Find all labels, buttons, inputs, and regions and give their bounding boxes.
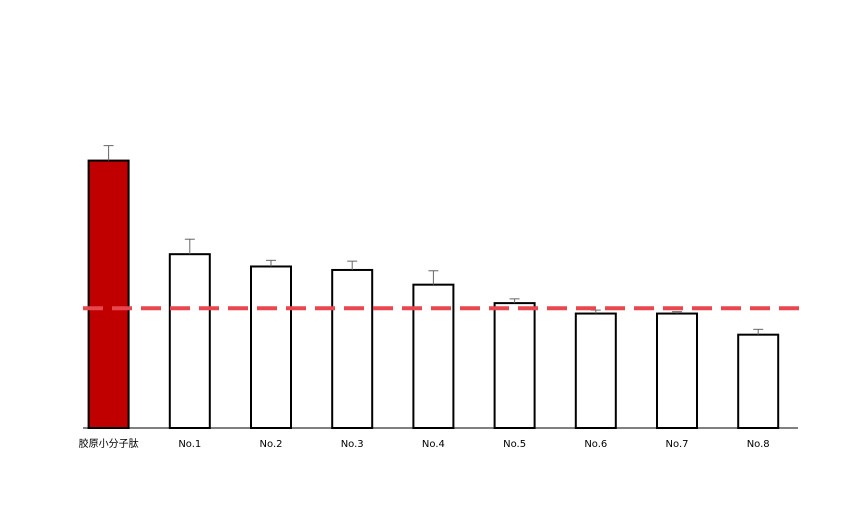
bar-1	[168, 253, 211, 429]
x-tick-label-3: No.3	[341, 439, 364, 450]
bar-8	[737, 333, 780, 429]
bar-2	[250, 265, 292, 429]
error-bar-4	[428, 270, 439, 285]
bar-6	[574, 312, 617, 429]
error-bar-1	[184, 238, 195, 255]
bar-4	[412, 283, 455, 429]
x-tick-label-0: 胶原小分子肽	[79, 437, 139, 450]
error-bar-5	[509, 298, 520, 304]
x-tick-label-2: No.2	[260, 439, 283, 450]
bar-0	[87, 159, 130, 429]
x-tick-label-1: No.1	[178, 439, 201, 450]
x-tick-label-7: No.7	[666, 439, 689, 450]
error-bar-3	[347, 260, 358, 270]
x-tick-label-8: No.8	[747, 439, 770, 450]
error-bar-0	[103, 145, 114, 161]
bar-3	[331, 268, 374, 429]
error-bar-8	[753, 328, 764, 335]
bar-5	[493, 302, 536, 429]
error-bar-7	[672, 311, 682, 314]
x-tick-label-4: No.4	[422, 439, 445, 450]
bars-layer	[87, 159, 780, 429]
bar-7	[656, 312, 698, 429]
error-bar-2	[266, 259, 276, 267]
x-tick-label-6: No.6	[584, 439, 607, 450]
x-tick-label-5: No.5	[503, 439, 526, 450]
tick-labels-layer: 胶原小分子肽 No.1 No.2 No.3 No.4 No.5 No.6 No.7 No.8	[79, 437, 770, 450]
